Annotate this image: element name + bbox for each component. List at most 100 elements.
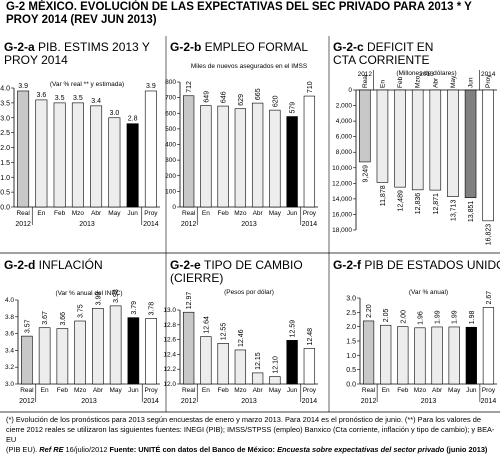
category-label: May (108, 210, 121, 217)
bar (200, 336, 212, 385)
y-tick-label: 2.5 (346, 310, 356, 317)
category-label: May (448, 387, 461, 394)
data-label: 12.46 (238, 329, 245, 347)
bar (269, 109, 281, 208)
y-tick-label: 3.5 (0, 100, 10, 107)
data-label: 712 (186, 81, 193, 93)
bar (376, 89, 389, 183)
footnote-date: 16/julio/2012 (63, 445, 110, 454)
footnote-ref: Ref RE (39, 445, 64, 454)
data-label: 3.9 (18, 83, 28, 90)
year-label: 2012 (358, 71, 373, 78)
bar (38, 327, 51, 385)
bar (126, 123, 139, 208)
y-tick-label: 800 (165, 79, 176, 86)
year-label: 2014 (481, 71, 496, 78)
data-label: 12.59 (290, 320, 297, 338)
y-tick-label: 12.2 (163, 366, 176, 373)
category-label: Mzo (234, 387, 247, 394)
category-label: Mzo (415, 75, 422, 88)
category-label: Abr (253, 210, 264, 217)
data-label: 13,851 (468, 201, 475, 223)
data-label: 3.9 (146, 83, 156, 90)
chart-e: G-2-e TIPO DE CAMBIO (CIERRE)(Pesos por d… (163, 258, 318, 405)
data-label: 3.4 (91, 98, 101, 105)
data-label: 629 (238, 94, 245, 106)
bar (303, 348, 316, 385)
y-tick-label: 3.6 (5, 331, 14, 338)
y-tick-label: 4.0 (5, 297, 14, 304)
y-tick-label: 18,000 (332, 227, 352, 234)
bar (362, 320, 375, 385)
data-label: 3.75 (78, 304, 85, 318)
data-label: 13,713 (450, 200, 457, 222)
category-label: Abr (432, 77, 439, 88)
chart-code: G-2-e (170, 258, 204, 272)
y-tick-label: 13.0 (163, 307, 176, 314)
footnote-end: (junio 2013) (444, 445, 488, 454)
bar (448, 326, 460, 385)
data-label: 2.00 (400, 310, 407, 324)
category-label: Real (362, 387, 376, 394)
data-label: 3.90 (95, 292, 102, 306)
footnote-line-1: (*) Evolución de los pronósticos para 20… (6, 415, 481, 424)
category-label: Jun (127, 210, 138, 217)
data-label: 12.97 (186, 292, 193, 310)
data-label: 3.5 (73, 95, 83, 102)
bar (447, 89, 459, 197)
chart-title-line: PIB. ESTIMS 2013 Y (38, 40, 150, 54)
chart-title: G-2-f PIB DE ESTADOS UNIDOS (333, 258, 500, 272)
y-tick-label: 12,000 (332, 180, 352, 187)
y-tick-label: 0 (348, 87, 352, 94)
bar (429, 89, 442, 191)
category-label: En (379, 80, 386, 88)
year-label: 2012 (181, 221, 197, 228)
category-label: Jun (128, 387, 139, 394)
category-label: Feb (54, 210, 66, 217)
data-label: 579 (290, 102, 297, 114)
category-label: Real (362, 74, 369, 88)
chart-b: G-2-b EMPLEO FORMAL Miles de nuevos asegu… (165, 40, 318, 228)
data-label: 12.55 (221, 323, 228, 341)
bar (411, 89, 424, 191)
y-tick-label: 2.0 (0, 145, 10, 152)
y-tick-label: 6,000 (336, 134, 353, 141)
bar (286, 340, 298, 385)
chart-title: G-2-b EMPLEO FORMAL (170, 40, 308, 54)
year-label: 2014 (302, 221, 318, 228)
category-label: Proy (144, 210, 158, 217)
footnote-line-3-a: (PIB EU). (6, 445, 40, 454)
category-label: May (450, 75, 457, 88)
bar (217, 342, 229, 385)
chart-a: G-2-a PIB. ESTIMS 2013 Y PROY 2014 (Var % … (0, 40, 160, 228)
chart-subtitle: (Var % real ** y estimada) (50, 81, 124, 88)
chart-title-line: EMPLEO FORMAL (205, 40, 309, 54)
bar (21, 335, 33, 385)
y-tick-label: 3.0 (0, 115, 10, 122)
y-tick-label: 3.8 (5, 314, 14, 321)
category-label: Feb (218, 210, 230, 217)
footnote-line-3: (PIB EU). Ref RE 16/julio/2012 Fuente: U… (6, 445, 496, 455)
main-title: G-2 MÉXICO. EVOLUCIÓN DE LAS EXPECTATIVA… (6, 1, 496, 27)
bar (234, 108, 247, 208)
bar (144, 90, 157, 208)
data-label: 12.15 (255, 352, 262, 370)
y-tick-label: 2.5 (0, 130, 10, 137)
chart-title-line: PIB DE ESTADOS UNIDOS (364, 258, 500, 272)
data-label: 3.0 (110, 110, 120, 117)
category-label: Mzo (74, 387, 87, 394)
y-tick-label: 300 (165, 157, 176, 164)
y-tick-label: 500 (165, 126, 176, 133)
bar (414, 327, 426, 385)
data-label: 12,836 (415, 193, 422, 215)
category-label: Abr (253, 387, 264, 394)
category-label: Abr (432, 387, 443, 394)
category-label: Feb (397, 387, 409, 394)
bar (71, 102, 84, 208)
data-label: 12.10 (272, 356, 279, 374)
chart-title-line: DEFICIT EN (367, 40, 433, 54)
chart-subtitle: (Var % anual del INPC) (55, 290, 122, 297)
chart-title: G-2-d INFLACIÓN (4, 257, 103, 272)
data-label: 1.99 (452, 310, 459, 324)
year-label: 2012 (361, 398, 377, 405)
